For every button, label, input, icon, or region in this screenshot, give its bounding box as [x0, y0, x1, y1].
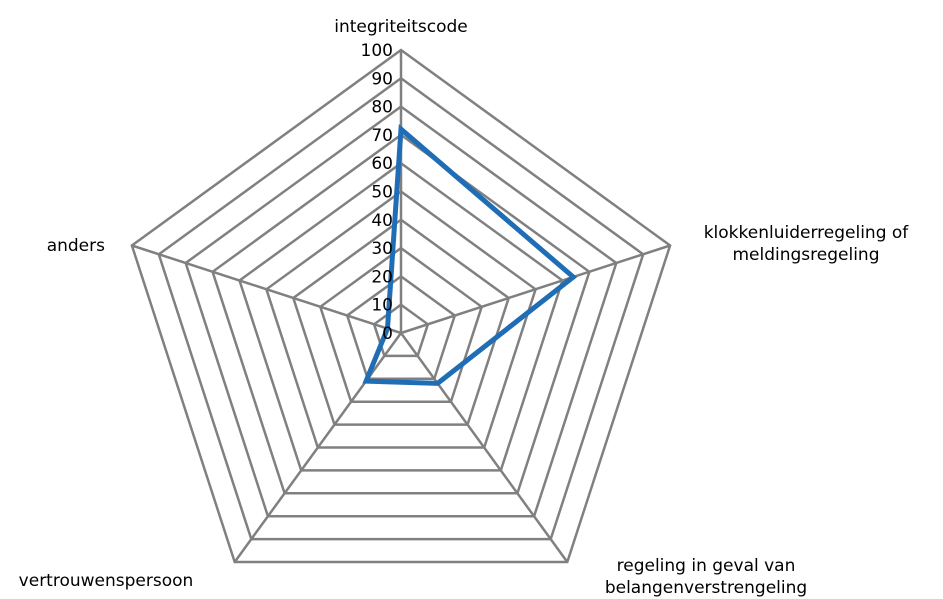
category-label-1: integriteitscode — [334, 17, 468, 37]
grid-ring-30 — [318, 246, 484, 403]
tick-label-90: 90 — [371, 69, 393, 89]
category-labels: integriteitscode klokkenluiderregeling of… — [19, 17, 910, 598]
category-label-5: anders — [47, 236, 105, 256]
category-label-line: meldingsregeling — [732, 245, 879, 265]
category-label-line: belangenverstrengeling — [605, 578, 807, 598]
category-label-line: anders — [47, 236, 105, 256]
grid-ring-60 — [238, 161, 564, 472]
series-line — [362, 124, 578, 386]
grid-ring-90 — [157, 76, 645, 541]
spoke-5 — [131, 244, 402, 335]
grid-ring-40 — [291, 218, 511, 426]
category-label-4: vertrouwenspersoon — [19, 571, 194, 591]
tick-label-60: 60 — [371, 154, 393, 174]
category-label-2: klokkenluiderregeling of meldingsregeling — [704, 223, 910, 265]
radial-tick-labels: 0 10 20 30 40 50 60 70 80 90 100 — [361, 41, 393, 344]
tick-label-20: 20 — [371, 267, 393, 287]
grid-ring-100 — [130, 48, 672, 564]
grid-ring-50 — [264, 189, 538, 449]
category-label-line: vertrouwenspersoon — [19, 571, 194, 591]
spoke-4 — [233, 332, 403, 563]
category-label-line: integriteitscode — [334, 17, 468, 37]
tick-label-0: 0 — [382, 324, 393, 344]
grid-ring-10 — [372, 303, 430, 358]
category-label-line: klokkenluiderregeling of — [704, 223, 910, 243]
grid-ring-80 — [184, 105, 618, 518]
category-label-3: regeling in geval van belangenverstrengel… — [605, 556, 807, 598]
tick-label-10: 10 — [371, 296, 393, 316]
tick-label-70: 70 — [371, 126, 393, 146]
spoke-3 — [399, 332, 569, 563]
radar-series — [362, 124, 578, 386]
tick-label-100: 100 — [361, 41, 393, 61]
grid-ring-20 — [345, 274, 457, 381]
radar-grid — [130, 48, 672, 564]
tick-label-50: 50 — [371, 183, 393, 203]
tick-label-40: 40 — [371, 211, 393, 231]
category-label-line: regeling in geval van — [617, 556, 796, 576]
tick-label-80: 80 — [371, 98, 393, 118]
radar-spokes — [131, 50, 671, 563]
grid-ring-70 — [211, 133, 591, 495]
spoke-2 — [400, 244, 671, 335]
tick-label-30: 30 — [371, 239, 393, 259]
